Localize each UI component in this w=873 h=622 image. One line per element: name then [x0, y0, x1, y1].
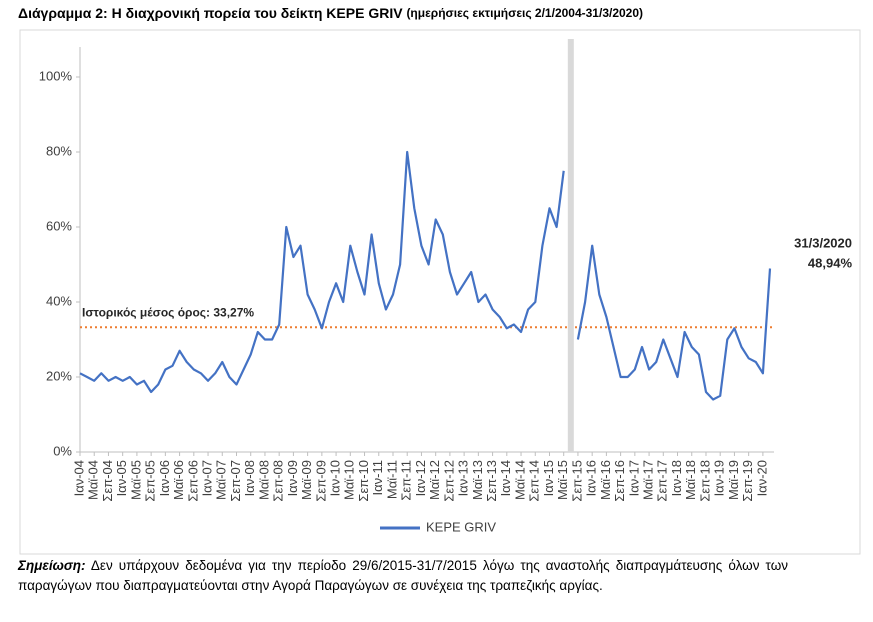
x-tick-label: Ιαν-09 [285, 460, 300, 496]
x-tick-label: Σεπ-19 [740, 460, 755, 502]
y-tick-label: 0% [53, 443, 72, 458]
title: Διάγραμμα 2: Η διαχρονική πορεία του δεί… [18, 5, 403, 21]
x-tick-label: Μαϊ-15 [555, 460, 570, 500]
x-tick-label: Σεπ-04 [100, 460, 115, 502]
x-tick-label: Μαϊ-11 [384, 460, 399, 499]
x-tick-label: Ιαν-15 [541, 460, 556, 496]
note-label: Σημείωση: [18, 558, 86, 573]
x-tick-label: Ιαν-13 [456, 460, 471, 496]
series-line [79, 150, 772, 401]
x-tick-label: Ιαν-11 [370, 460, 385, 495]
x-tick-label: Μαϊ-12 [427, 460, 442, 500]
chart-frame [19, 29, 861, 555]
x-tick-label: Μαϊ-04 [86, 460, 101, 500]
x-tick-label: Μαϊ-08 [256, 460, 271, 500]
x-tick-label: Ιαν-04 [71, 460, 86, 496]
x-tick-label: Σεπ-10 [356, 460, 371, 502]
x-tick-label: Ιαν-05 [114, 460, 129, 496]
x-tick-label: Ιαν-08 [242, 460, 257, 496]
annotation: 31/3/2020 [794, 235, 852, 250]
x-tick-label: Σεπ-18 [697, 460, 712, 502]
y-tick-label: 60% [46, 218, 72, 233]
missing-period [567, 39, 574, 452]
note-text: Δεν υπάρχουν δεδομένα για την περίοδο 29… [18, 558, 788, 593]
y-tick-label: 100% [39, 68, 73, 83]
chart: Διάγραμμα 2: Η διαχρονική πορεία του δεί… [18, 5, 861, 555]
x-tick-label: Σεπ-09 [313, 460, 328, 502]
x-tick-label: Σεπ-12 [441, 460, 456, 502]
x-tick-label: Ιαν-14 [498, 460, 513, 496]
x-tick-label: Ιαν-18 [669, 460, 684, 496]
x-tick-label: Ιαν-20 [754, 460, 769, 496]
x-tick-label: Ιαν-12 [413, 460, 428, 496]
x-tick-label: Σεπ-05 [143, 460, 158, 502]
x-tick-label: Μαϊ-18 [683, 460, 698, 500]
x-tick-label: Σεπ-06 [185, 460, 200, 502]
x-tick-label: Ιαν-07 [199, 460, 214, 496]
annotation: 48,94% [808, 255, 853, 270]
note: Σημείωση: Δεν υπάρχουν δεδομένα για την … [18, 556, 788, 596]
x-tick-label: Ιαν-19 [712, 460, 727, 496]
legend-label: KEPE GRIV [426, 519, 496, 534]
x-tick-label: Ιαν-17 [626, 460, 641, 496]
x-tick-label: Σεπ-15 [569, 460, 584, 502]
x-tick-label: Μαϊ-13 [470, 460, 485, 500]
mean-label: Ιστορικός μέσος όρος: 33,27% [82, 305, 254, 319]
x-tick-label: Μαϊ-10 [342, 460, 357, 500]
x-tick-label: Μαϊ-17 [641, 460, 656, 500]
x-tick-label: Σεπ-16 [612, 460, 627, 502]
x-tick-label: Μαϊ-19 [726, 460, 741, 500]
x-tick-label: Σεπ-11 [399, 460, 414, 501]
x-tick-label: Μαϊ-07 [214, 460, 229, 500]
x-tick-label: Σεπ-17 [655, 460, 670, 502]
x-tick-label: Σεπ-07 [228, 460, 243, 502]
x-tick-label: Ιαν-16 [584, 460, 599, 496]
x-tick-label: Μαϊ-16 [598, 460, 613, 500]
x-tick-label: Μαϊ-09 [299, 460, 314, 500]
x-tick-label: Μαϊ-14 [512, 460, 527, 500]
subtitle: (ημερήσιες εκτιμήσεις 2/1/2004-31/3/2020… [406, 6, 643, 20]
x-tick-label: Σεπ-14 [527, 460, 542, 502]
chart-title: Διάγραμμα 2: Η διαχρονική πορεία του δεί… [18, 5, 643, 21]
x-tick-label: Μαϊ-05 [128, 460, 143, 500]
x-tick-label: Σεπ-08 [271, 460, 286, 502]
x-tick-label: Ιαν-06 [157, 460, 172, 496]
y-tick-label: 40% [46, 293, 72, 308]
x-tick-label: Σεπ-13 [484, 460, 499, 502]
y-tick-label: 80% [46, 143, 72, 158]
y-tick-label: 20% [46, 368, 72, 383]
x-tick-label: Μαϊ-06 [171, 460, 186, 500]
x-tick-label: Ιαν-10 [328, 460, 343, 496]
